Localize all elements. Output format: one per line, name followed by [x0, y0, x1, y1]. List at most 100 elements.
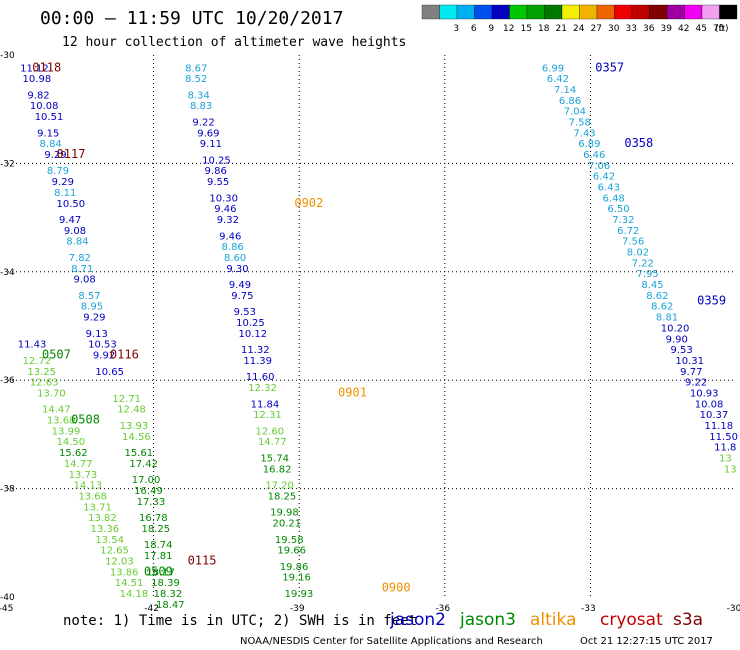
pass-label: 0117: [57, 147, 86, 161]
wave-height-label: 9.13: [86, 329, 108, 340]
wave-height-label: 7.82: [69, 253, 91, 264]
wave-height-label: 6.72: [617, 226, 639, 237]
wave-height-label: 9.22: [685, 378, 707, 389]
wave-height-label: 18.17: [146, 567, 175, 578]
wave-height-label: 9.46: [214, 204, 236, 215]
wave-height-label: 9.22: [192, 117, 214, 128]
pass-label: 0507: [42, 348, 71, 362]
y-tick-label: -30: [0, 51, 15, 61]
wave-height-label: 11.50: [709, 432, 738, 443]
wave-height-label: 10.08: [30, 101, 59, 112]
pass-label: 0902: [294, 196, 323, 210]
wave-height-label: 8.11: [54, 188, 76, 199]
wave-height-label: 8.45: [641, 280, 663, 291]
legend: 3 6 9 12 15 18 21 24 27 30 33 36 39 42 45 70(ft): [421, 4, 738, 34]
wave-height-label: 8.95: [81, 302, 103, 313]
wave-height-label: 9.46: [219, 231, 241, 242]
wave-height-label: 9.92: [93, 351, 115, 362]
legend-cryosat: cryosat: [600, 610, 663, 630]
wave-height-label: 8.62: [651, 302, 673, 313]
wave-height-label: 7.95: [637, 269, 659, 280]
wave-height-label: 10.37: [700, 410, 729, 421]
legend-tick-label: 42: [678, 24, 689, 34]
wave-height-label: 9.47: [59, 215, 81, 226]
legend-swatch: [561, 4, 580, 20]
wave-height-label: 9.32: [217, 215, 239, 226]
wave-height-label: 7.14: [554, 85, 576, 96]
pass-labels: 0118 0117 0116 0115 0507 0508 0509 0902 0901 0900…: [32, 60, 726, 594]
legend-swatch: [491, 4, 510, 20]
wave-height-label: 17.42: [129, 459, 158, 470]
legend-tick-label: 18: [538, 24, 550, 34]
wave-height-label: 8.67: [185, 63, 207, 74]
legend-swatch: [719, 4, 738, 20]
wave-height-label: 13.54: [95, 535, 124, 546]
wave-height-label: 8.71: [71, 264, 93, 275]
wave-height-label: 12.60: [256, 426, 285, 437]
wave-height-label: 6.48: [603, 193, 625, 204]
wave-height-label: 9.77: [680, 367, 702, 378]
wave-height-label: 11.43: [18, 340, 47, 351]
wave-height-label: 9.29: [83, 313, 105, 324]
wave-height-label: 7.22: [632, 258, 654, 269]
wave-height-label: 11.12: [20, 63, 49, 74]
wave-height-label: 19.66: [277, 546, 306, 557]
pass-label: 0901: [338, 385, 367, 399]
wave-height-label: 17.33: [137, 497, 166, 508]
wave-height-label: 12.72: [23, 356, 52, 367]
x-tick-label: -45: [0, 604, 13, 614]
legend-tick-label: 9: [488, 24, 494, 34]
wave-height-label: 11.84: [251, 399, 280, 410]
wave-height-label: 7.58: [569, 117, 591, 128]
wave-height-label: 14.13: [74, 481, 103, 492]
wave-height-label: 10.51: [35, 112, 64, 123]
wave-height-label: 14.77: [64, 459, 93, 470]
wave-height-label: 8.83: [190, 101, 212, 112]
pass-label: 0358: [624, 136, 653, 150]
wave-height-label: 20.21: [273, 519, 302, 530]
pass-label: 0115: [188, 553, 217, 567]
wave-height-label: 9.82: [27, 90, 49, 101]
wave-height-label: 10.20: [661, 323, 690, 334]
wave-height-label: 13.68: [78, 491, 107, 502]
wave-height-label: 9.53: [670, 345, 692, 356]
wave-height-label: 7.43: [573, 128, 595, 139]
legend-swatch: [701, 4, 720, 20]
legend-tick-label: 30: [608, 24, 620, 34]
wave-height-label: 9.55: [207, 177, 229, 188]
wave-height-label: 8.57: [78, 291, 100, 302]
wave-height-label: 13.71: [83, 502, 112, 513]
wave-height-label: 9.29: [52, 177, 74, 188]
legend-tick-label: 27: [591, 24, 602, 34]
wave-height-label: 10.53: [88, 340, 117, 351]
legend-swatch: [439, 4, 458, 20]
wave-height-label: 8.86: [222, 242, 244, 253]
wave-height-label: 17.81: [144, 551, 173, 562]
pass-label: 0509: [144, 564, 173, 578]
legend-swatch: [456, 4, 475, 20]
wave-height-label: 9.30: [226, 264, 248, 275]
legend-swatch: [509, 4, 528, 20]
x-tick-label: -30: [727, 604, 740, 614]
legend-swatch: [684, 4, 703, 20]
wave-height-label: 18.74: [144, 540, 173, 551]
wave-height-label: 13.36: [91, 524, 120, 535]
wave-height-label: 19.86: [280, 562, 309, 573]
wave-height-label: 13: [719, 454, 732, 465]
legend-swatch: [666, 4, 685, 20]
wave-height-label: 18.32: [154, 589, 183, 600]
pass-label: 0357: [595, 60, 624, 74]
wave-height-label: 11.32: [241, 345, 270, 356]
wave-height-label: 13: [724, 464, 737, 475]
wave-height-label: 9.90: [666, 334, 688, 345]
wave-height-label: 10.30: [209, 193, 238, 204]
pass-label: 0359: [697, 293, 726, 307]
map-subtitle: 12 hour collection of altimeter wave hei…: [62, 35, 406, 50]
legend-swatch: [579, 4, 598, 20]
wave-height-label: 7.56: [622, 237, 644, 248]
wave-height-label: 19.93: [285, 589, 314, 600]
legend-swatch: [526, 4, 545, 20]
wave-height-label: 16.78: [139, 513, 168, 524]
wave-height-label: 18.47: [156, 600, 185, 611]
wave-height-label: 19.16: [282, 573, 311, 584]
